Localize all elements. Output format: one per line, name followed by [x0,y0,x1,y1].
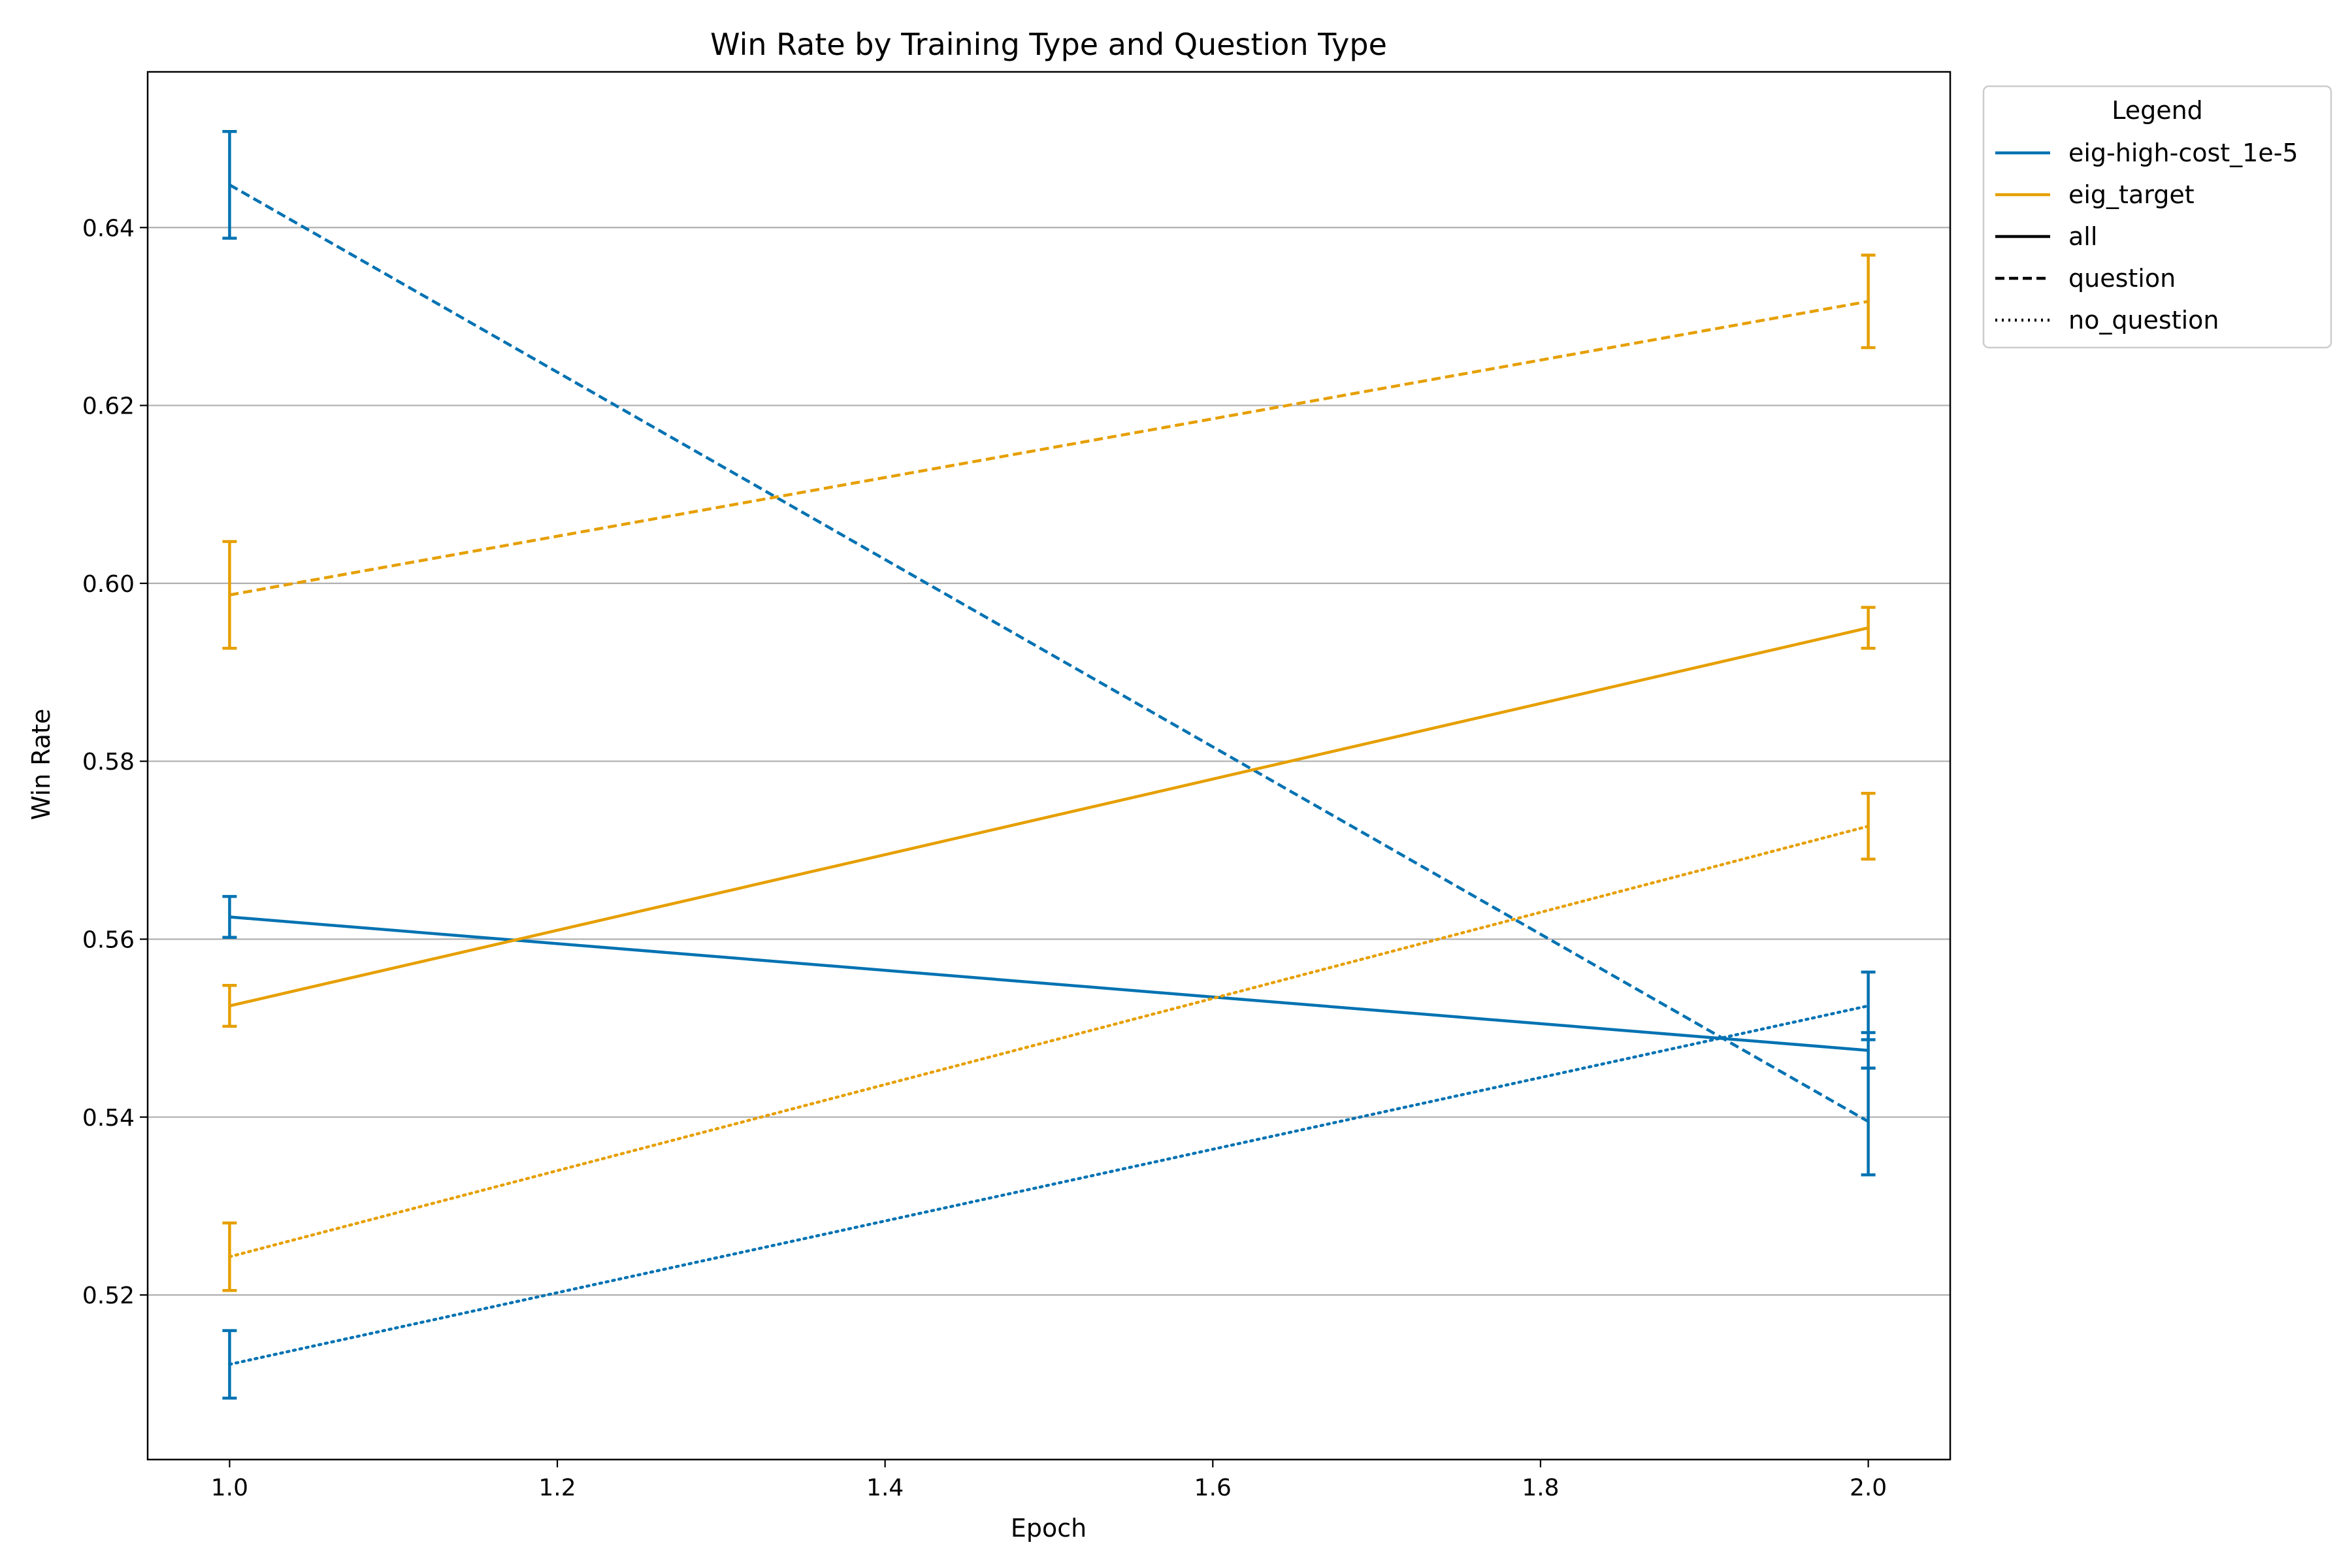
error-bar-eig-target-all [1861,606,1876,650]
error-bar-eig-target-all [222,984,237,1028]
x-tick-label: 2.0 [1850,1475,1887,1501]
legend-label: eig-high-cost_1e-5 [2068,139,2298,167]
series-line-eig-high-cost-1e-5-question [229,183,1869,1123]
series-lines [228,183,1870,1366]
series-line-eig-target-all [229,626,1869,1007]
legend-label: no_question [2068,306,2219,335]
legend-box [1982,85,2332,349]
legend-title: Legend [2112,96,2203,125]
y-tick-label: 0.64 [82,215,135,242]
y-tick-label: 0.60 [82,571,135,598]
x-tick-label: 1.4 [866,1475,904,1501]
error-bars [222,129,1876,1400]
error-bar-eig-target-question [222,540,237,650]
series-line-eig-target-no-question [228,825,1870,1258]
y-tick-label: 0.56 [82,927,135,954]
grid-lines [148,227,1950,1296]
x-tick-label: 1.6 [1194,1475,1232,1501]
series-line-eig-high-cost-1e-5-no-question [228,1004,1870,1366]
error-bar-eig-high-cost-1e-5-no-question [222,1329,237,1400]
error-bar-eig-high-cost-1e-5-question [1861,1066,1876,1177]
error-bar-eig-high-cost-1e-5-no-question [1861,970,1876,1041]
x-tick-label: 1.0 [211,1475,248,1501]
legend-label: all [2068,222,2097,251]
error-bar-eig-high-cost-1e-5-all [222,894,237,939]
y-axis-label: Win Rate [27,709,56,821]
x-tick-label: 1.8 [1522,1475,1559,1501]
legend-label: eig_target [2068,180,2195,209]
x-axis-ticks: 1.0 1.2 1.4 1.6 1.8 2.0 [211,1460,1887,1501]
chart-title: Win Rate by Training Type and Question T… [710,27,1387,62]
y-axis-ticks: 0.52 0.54 0.56 0.58 0.60 0.62 0.64 [82,215,148,1309]
error-bar-eig-target-no-question [222,1221,237,1292]
legend-label: question [2068,264,2176,293]
error-bar-eig-high-cost-1e-5-question [222,129,237,240]
x-tick-label: 1.2 [538,1475,576,1501]
plot-area-frame [146,71,1952,1461]
series-line-eig-high-cost-1e-5-all [229,915,1869,1052]
x-axis-label: Epoch [1011,1514,1086,1543]
y-tick-label: 0.54 [82,1105,135,1132]
y-tick-label: 0.58 [82,749,135,776]
y-tick-label: 0.52 [82,1282,135,1309]
series-line-eig-target-question [229,300,1869,596]
error-bar-eig-target-question [1861,253,1876,350]
error-bar-eig-target-no-question [1861,791,1876,861]
y-tick-label: 0.62 [82,393,135,420]
